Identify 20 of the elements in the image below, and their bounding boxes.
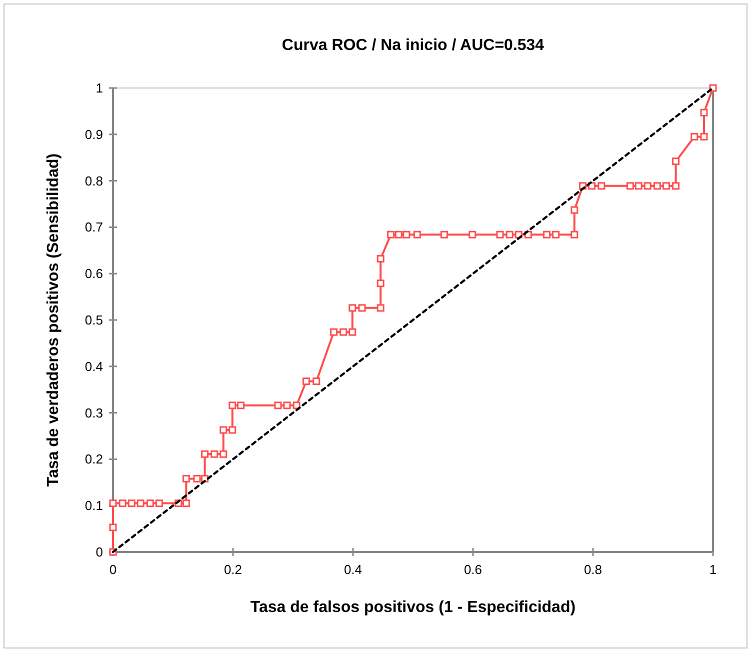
y-tick-label: 0.6 <box>84 266 103 282</box>
y-tick-label: 0 <box>96 544 103 560</box>
x-tick-label: 1 <box>709 562 717 577</box>
y-tick-label: 0.3 <box>84 405 103 420</box>
x-tick-label: 0.2 <box>224 562 242 577</box>
chart-title: Curva ROC / Na inicio / AUC=0.534 <box>282 37 544 54</box>
y-tick-label: 0.2 <box>84 452 103 467</box>
x-axis-title: Tasa de falsos positivos (1 - Especificidad) <box>250 599 576 616</box>
y-tick-label: 1 <box>96 80 103 96</box>
x-tick-label: 0.4 <box>344 562 362 577</box>
x-tick-label: 0 <box>109 562 117 577</box>
y-tick-label: 0.9 <box>84 126 103 142</box>
y-tick-label: 0.7 <box>84 220 103 235</box>
y-tick-label: 0.5 <box>84 312 103 328</box>
y-tick-label: 0.8 <box>84 173 103 188</box>
y-tick-label: 0.1 <box>84 498 103 514</box>
y-tick-label: 0.4 <box>84 358 103 374</box>
y-axis-title: Tasa de verdaderos positivos (Sensibilidad) <box>45 153 62 487</box>
x-tick-label: 0.6 <box>464 562 482 577</box>
x-tick-label: 0.8 <box>584 562 602 577</box>
